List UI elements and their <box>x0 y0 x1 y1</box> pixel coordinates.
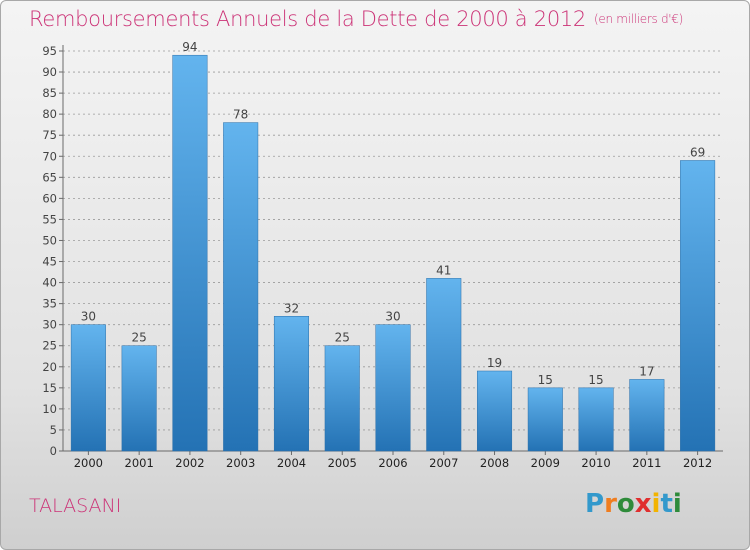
bar-2012 <box>680 160 716 452</box>
bar-2003 <box>223 122 259 452</box>
bar-2011 <box>629 379 665 452</box>
data-label: 30 <box>385 310 400 324</box>
logo-letter: i <box>672 489 682 519</box>
x-tick-label: 2010 <box>581 456 610 470</box>
bar-2005 <box>324 345 360 452</box>
y-tick-label: 90 <box>42 65 57 79</box>
data-label: 15 <box>588 373 603 387</box>
y-tick-label: 50 <box>42 233 57 247</box>
data-label: 30 <box>81 310 96 324</box>
x-tick-label: 2004 <box>277 456 306 470</box>
data-label: 78 <box>233 108 248 122</box>
data-label: 15 <box>538 373 553 387</box>
place-name: TALASANI <box>29 495 122 517</box>
y-tick-label: 55 <box>42 212 57 226</box>
bars <box>70 54 716 452</box>
bar-2010 <box>578 387 614 452</box>
x-tick-label: 2001 <box>125 456 154 470</box>
bar-2004 <box>273 316 309 452</box>
x-tick-label: 2006 <box>378 456 407 470</box>
x-tick-label: 2000 <box>74 456 103 470</box>
x-tick-label: 2011 <box>632 456 661 470</box>
logo-letter: x <box>634 489 652 519</box>
logo-letter: t <box>660 489 673 519</box>
bar-2006 <box>375 324 411 452</box>
chart-title-text: Remboursements Annuels de la Dette de 20… <box>29 7 586 31</box>
y-tick-label: 15 <box>42 381 57 395</box>
bar-2007 <box>426 278 462 452</box>
x-tick-label: 2008 <box>480 456 509 470</box>
y-tick-label: 85 <box>42 86 57 100</box>
y-tick-label: 65 <box>42 170 57 184</box>
bar-2001 <box>121 345 157 452</box>
labels: 0 5 10 15 20 25 30 35 40 45 50 55 60 65 70 75 80 85 90 95 30… <box>42 40 712 470</box>
bar-2002 <box>172 54 208 452</box>
x-tick-label: 2012 <box>683 456 712 470</box>
y-tick-label: 20 <box>42 360 57 374</box>
x-tick-label: 2005 <box>328 456 357 470</box>
bar-2000 <box>70 324 106 452</box>
y-tick-label: 40 <box>42 276 57 290</box>
data-label: 69 <box>690 145 705 159</box>
y-tick-label: 45 <box>42 255 57 269</box>
data-label: 32 <box>284 301 299 315</box>
logo-letter: i <box>651 489 661 519</box>
data-label: 41 <box>436 263 451 277</box>
data-label: 94 <box>182 40 197 54</box>
y-tick-label: 5 <box>50 423 57 437</box>
chart-subtitle: (en milliers d'€) <box>594 12 684 26</box>
data-label: 19 <box>487 356 502 370</box>
y-tick-label: 60 <box>42 191 57 205</box>
chart-title: Remboursements Annuels de la Dette de 20… <box>29 7 683 31</box>
y-tick-label: 75 <box>42 128 57 142</box>
y-tick-label: 35 <box>42 297 57 311</box>
logo-letter: r <box>604 489 617 519</box>
y-tick-label: 25 <box>42 339 57 353</box>
y-tick-label: 30 <box>42 318 57 332</box>
x-tick-label: 2003 <box>226 456 255 470</box>
logo-letter: P <box>585 489 605 519</box>
x-tick-label: 2009 <box>531 456 560 470</box>
y-tick-label: 10 <box>42 402 57 416</box>
data-label: 25 <box>132 331 147 345</box>
y-tick-label: 95 <box>42 44 57 58</box>
data-label: 25 <box>335 331 350 345</box>
logo-letter: o <box>616 489 635 519</box>
y-tick-label: 70 <box>42 149 57 163</box>
data-label: 17 <box>639 364 654 378</box>
y-tick-label: 80 <box>42 107 57 121</box>
bar-2008 <box>477 370 513 452</box>
proxiti-logo: Proxiti <box>585 489 682 519</box>
bar-2009 <box>527 387 563 452</box>
y-tick-label: 0 <box>50 444 57 458</box>
x-tick-label: 2007 <box>429 456 458 470</box>
x-tick-label: 2002 <box>175 456 204 470</box>
